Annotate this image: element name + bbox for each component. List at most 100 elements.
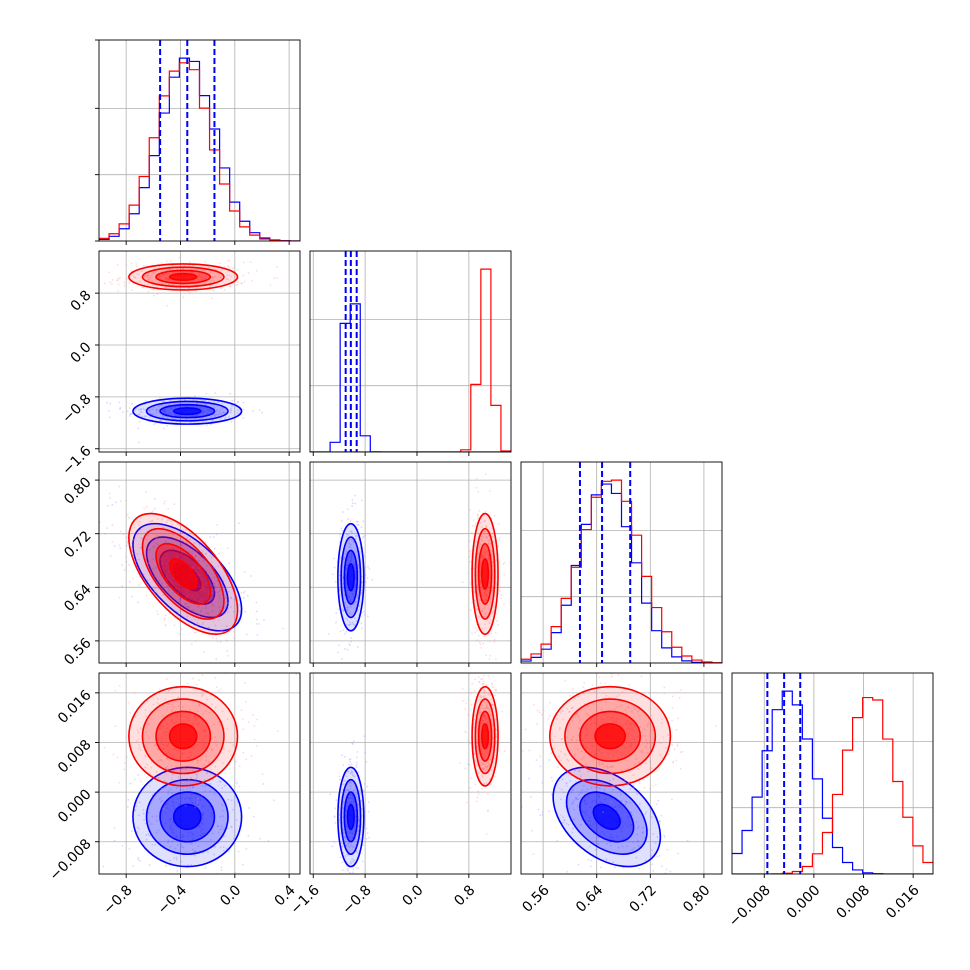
scatter-point xyxy=(532,853,535,856)
scatter-point xyxy=(213,589,216,592)
scatter-point xyxy=(194,850,196,853)
scatter-point xyxy=(256,610,258,613)
scatter-point xyxy=(154,507,156,510)
scatter-point xyxy=(137,427,140,430)
scatter-point xyxy=(245,758,247,761)
scatter-point xyxy=(148,875,150,877)
scatter-point xyxy=(148,772,151,774)
scatter-point xyxy=(640,675,643,678)
scatter-point xyxy=(144,408,147,411)
scatter-point xyxy=(240,282,243,285)
scatter-point xyxy=(356,646,359,648)
scatter-point xyxy=(530,829,533,832)
scatter-point xyxy=(191,848,194,851)
contour-line xyxy=(132,397,243,425)
scatter-point xyxy=(214,584,217,587)
scatter-point xyxy=(167,507,170,510)
scatter-point xyxy=(347,789,350,792)
scatter-point xyxy=(154,743,157,746)
scatter-point xyxy=(620,800,623,802)
panel-background xyxy=(99,462,300,663)
scatter-point xyxy=(197,592,200,595)
scatter-point xyxy=(167,839,170,842)
scatter-point xyxy=(348,763,350,766)
scatter-point xyxy=(191,271,193,274)
scatter-point xyxy=(171,840,174,842)
scatter-point xyxy=(606,765,608,768)
scatter-point xyxy=(333,840,336,843)
scatter-point xyxy=(483,616,486,618)
scatter-point xyxy=(212,289,215,292)
scatter-point xyxy=(628,684,631,686)
scatter-point xyxy=(482,756,485,759)
scatter-point xyxy=(258,409,261,411)
scatter-point xyxy=(352,603,355,606)
scatter-point xyxy=(210,815,212,818)
scatter-point xyxy=(128,516,130,519)
scatter-point xyxy=(217,565,220,567)
scatter-point xyxy=(201,694,204,696)
scatter-point xyxy=(499,590,502,592)
scatter-point xyxy=(198,279,200,282)
scatter-point xyxy=(596,786,599,789)
scatter-point xyxy=(346,875,348,877)
scatter-point xyxy=(483,591,486,594)
scatter-point xyxy=(202,593,205,596)
scatter-point xyxy=(561,778,564,781)
scatter-point xyxy=(221,406,224,409)
scatter-point xyxy=(148,520,151,523)
scatter-point xyxy=(617,846,620,849)
scatter-point xyxy=(487,761,490,764)
scatter-point xyxy=(213,597,216,600)
scatter-point xyxy=(627,707,630,709)
scatter-point xyxy=(488,743,491,745)
scatter-point xyxy=(329,793,332,796)
scatter-point xyxy=(211,602,213,605)
panel-content xyxy=(521,673,717,874)
scatter-point xyxy=(651,863,653,866)
scatter-point xyxy=(133,538,136,541)
scatter-point xyxy=(585,813,588,816)
scatter-point xyxy=(604,757,607,760)
scatter-point xyxy=(195,781,198,783)
scatter-point xyxy=(483,689,486,692)
scatter-point xyxy=(138,280,141,283)
y-tick-label: 0.016 xyxy=(55,687,95,727)
scatter-point xyxy=(562,821,564,824)
scatter-point xyxy=(530,796,532,798)
scatter-point xyxy=(170,792,173,795)
scatter-point xyxy=(649,787,652,790)
scatter-point xyxy=(362,790,365,793)
contour-line xyxy=(145,778,229,855)
scatter-point xyxy=(489,640,491,643)
scatter-point xyxy=(223,849,225,852)
scatter-point xyxy=(162,554,165,557)
scatter-point xyxy=(475,477,478,480)
scatter-point xyxy=(230,411,232,414)
scatter-point xyxy=(479,599,481,602)
scatter-point xyxy=(570,791,573,794)
scatter-point xyxy=(194,631,197,634)
scatter-point xyxy=(201,794,204,797)
scatter-point xyxy=(204,746,207,749)
scatter-point xyxy=(151,408,154,411)
scatter-point xyxy=(495,729,498,732)
scatter-point xyxy=(150,544,153,547)
scatter-point xyxy=(575,796,577,799)
scatter-point xyxy=(160,419,163,422)
scatter-point xyxy=(485,594,488,597)
scatter-point xyxy=(223,588,225,590)
scatter-point xyxy=(214,706,217,709)
scatter-point xyxy=(236,411,239,414)
scatter-point xyxy=(646,724,649,727)
scatter-point xyxy=(263,619,265,622)
scatter-point xyxy=(569,779,572,782)
scatter-point xyxy=(200,556,202,558)
scatter-point xyxy=(247,272,250,274)
scatter-point xyxy=(148,274,150,277)
scatter-point xyxy=(201,828,204,830)
scatter-point xyxy=(235,818,238,821)
scatter-point xyxy=(480,725,482,728)
scatter-point xyxy=(199,398,201,401)
scatter-point xyxy=(646,751,649,754)
